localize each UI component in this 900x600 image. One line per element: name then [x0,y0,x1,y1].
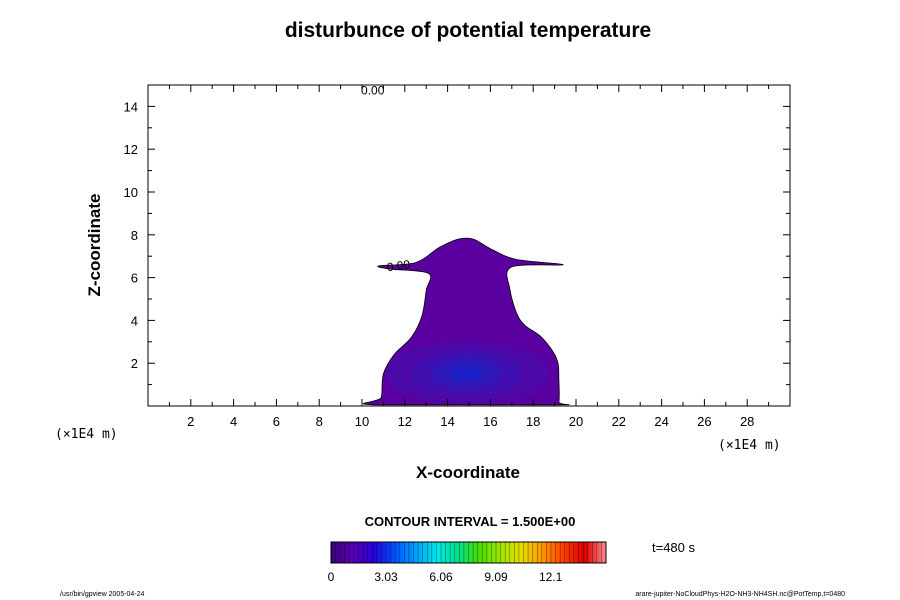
x-tick-label: 18 [526,414,540,429]
y-tick-label: 12 [124,142,138,157]
x-tick-label: 6 [273,414,280,429]
x-tick-label: 8 [316,414,323,429]
contour-label-1: 0.00 [361,83,385,97]
contour-interval-text: CONTOUR INTERVAL = 1.500E+00 [365,514,576,529]
colorbar-tick-label: 9.09 [484,570,508,584]
plume-core [385,341,549,404]
y-axis: 2 4 6 8 10 12 14 [124,99,790,386]
x-axis-label: X-coordinate [416,463,520,482]
x-axis: 2 4 6 8 10 12 14 16 18 20 22 24 26 28 [168,85,770,429]
x-tick-label: 16 [483,414,497,429]
x-tick-label: 12 [398,414,412,429]
x-unit-label: (×1E4 m) [718,438,781,453]
x-tick-label: 4 [230,414,237,429]
x-tick-label: 24 [654,414,668,429]
footer-left: /usr/bin/gpview 2005-04-24 [60,591,145,598]
chart-title: disturbunce of potential temperature [285,19,651,42]
contour-label-2: 0.00 [386,257,411,274]
y-tick-label: 2 [131,356,138,371]
y-tick-label: 8 [131,228,138,243]
x-tick-label: 28 [740,414,754,429]
x-tick-label: 26 [697,414,711,429]
time-label: t=480 s [652,540,696,555]
x-tick-label: 22 [612,414,626,429]
y-tick-label: 6 [131,271,138,286]
y-unit-label: (×1E4 m) [55,427,118,442]
y-axis-label: Z-coordinate [85,194,104,297]
x-tick-label: 10 [355,414,369,429]
colorbar-tick-label: 6.06 [429,570,453,584]
colorbar-tick-label: 3.03 [374,570,398,584]
core-contour-4 [450,364,483,381]
colorbar: 0 3.03 6.06 9.09 12.1 [328,541,607,584]
colorbar-tick-label: 12.1 [539,570,563,584]
y-tick-label: 14 [124,99,138,114]
x-tick-label: 20 [569,414,583,429]
plot-area: 0.00 0.00 [361,83,570,406]
y-tick-label: 10 [124,185,138,200]
colorbar-tick-label: 0 [328,570,335,584]
footer-right: arare-jupiter-NoCloudPhys-H2O-NH3-NH4SH.… [635,591,845,598]
x-tick-label: 2 [187,414,194,429]
x-tick-label: 14 [440,414,454,429]
y-tick-label: 4 [131,313,138,328]
